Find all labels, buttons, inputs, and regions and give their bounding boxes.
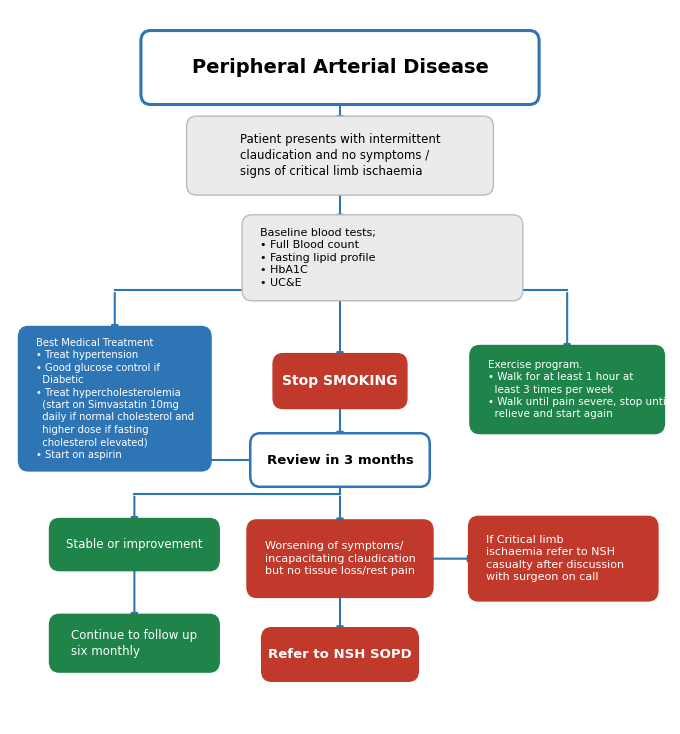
Text: Best Medical Treatment
• Treat hypertension
• Good glucose control if
  Diabetic: Best Medical Treatment • Treat hypertens… <box>36 338 194 459</box>
FancyBboxPatch shape <box>250 433 430 487</box>
FancyBboxPatch shape <box>18 327 211 471</box>
Text: Continue to follow up
six monthly: Continue to follow up six monthly <box>71 629 197 658</box>
Text: Worsening of symptoms/
incapacitating claudication
but no tissue loss/rest pain: Worsening of symptoms/ incapacitating cl… <box>265 541 415 576</box>
FancyBboxPatch shape <box>186 116 494 195</box>
Text: Refer to NSH SOPD: Refer to NSH SOPD <box>268 648 412 661</box>
Text: If Critical limb
ischaemia refer to NSH
casualty after discussion
with surgeon o: If Critical limb ischaemia refer to NSH … <box>486 535 624 582</box>
Text: Peripheral Arterial Disease: Peripheral Arterial Disease <box>192 58 488 77</box>
FancyBboxPatch shape <box>50 614 219 672</box>
FancyBboxPatch shape <box>141 31 539 104</box>
FancyBboxPatch shape <box>50 518 219 570</box>
Text: Stop SMOKING: Stop SMOKING <box>282 374 398 388</box>
FancyBboxPatch shape <box>273 354 407 409</box>
Text: Review in 3 months: Review in 3 months <box>267 454 413 467</box>
Text: Baseline blood tests;
• Full Blood count
• Fasting lipid profile
• HbA1C
• UC&E: Baseline blood tests; • Full Blood count… <box>260 228 375 288</box>
FancyBboxPatch shape <box>247 520 433 597</box>
FancyBboxPatch shape <box>262 628 418 681</box>
FancyBboxPatch shape <box>469 517 658 601</box>
Text: Patient presents with intermittent
claudication and no symptoms /
signs of criti: Patient presents with intermittent claud… <box>239 133 441 178</box>
Text: Exercise program.
• Walk for at least 1 hour at
  least 3 times per week
• Walk : Exercise program. • Walk for at least 1 … <box>488 360 668 419</box>
FancyBboxPatch shape <box>470 346 664 434</box>
FancyBboxPatch shape <box>242 215 523 301</box>
Text: Stable or improvement: Stable or improvement <box>66 538 203 551</box>
